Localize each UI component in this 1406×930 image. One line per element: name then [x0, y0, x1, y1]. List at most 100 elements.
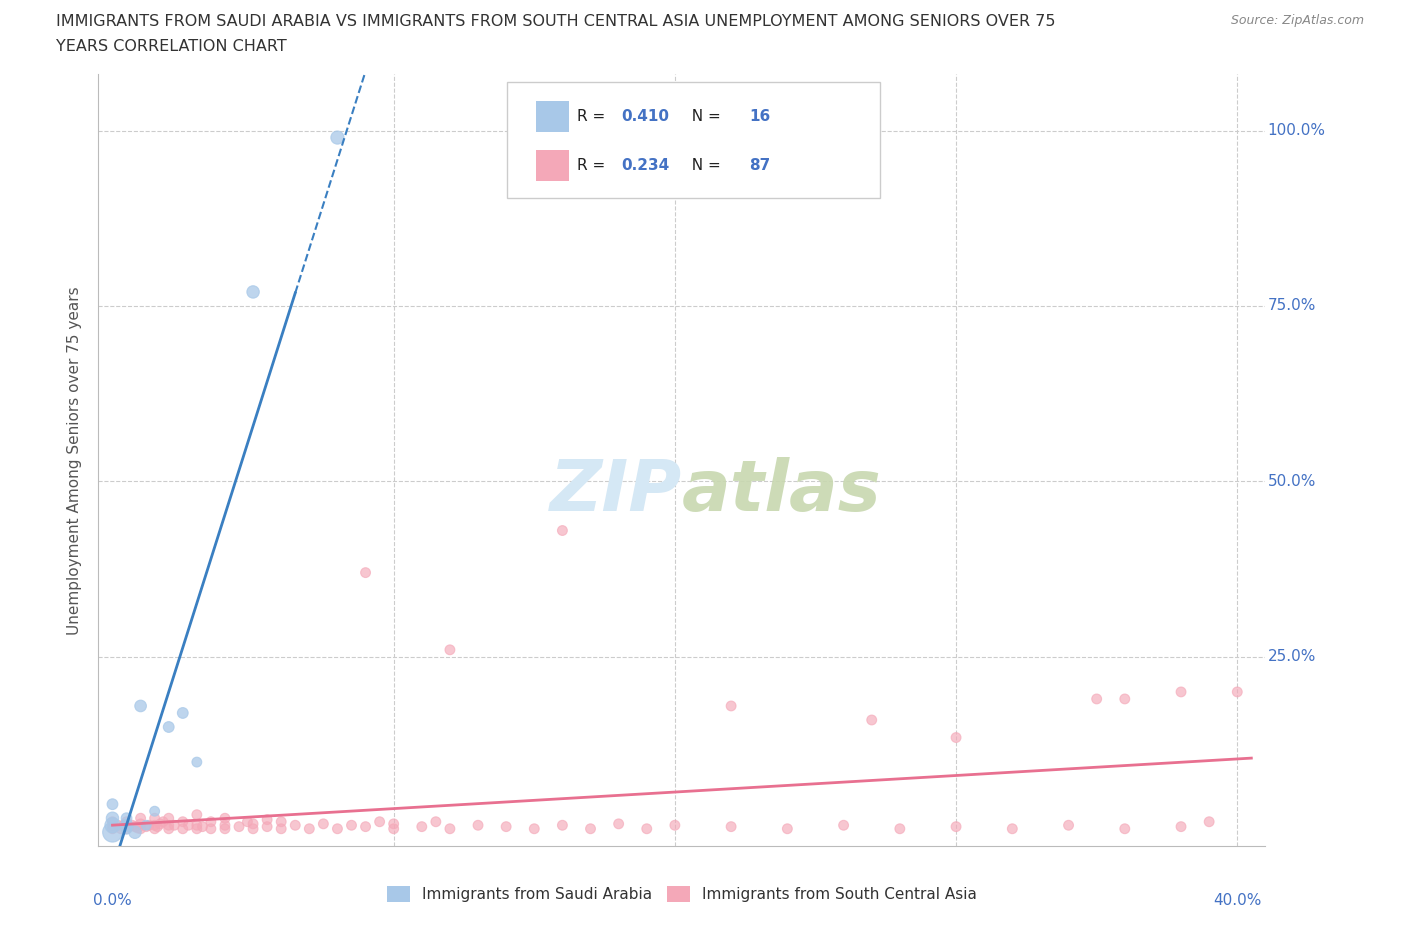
Point — [186, 821, 208, 836]
Point — [228, 819, 250, 834]
Point — [1057, 817, 1080, 832]
Point — [110, 821, 132, 836]
Text: 50.0%: 50.0% — [1268, 474, 1316, 489]
Point — [129, 817, 152, 831]
Point — [354, 819, 377, 834]
Text: R =: R = — [576, 110, 610, 125]
Point — [152, 815, 174, 830]
Point — [270, 821, 292, 836]
Point — [127, 820, 149, 835]
Point — [191, 819, 214, 834]
Point — [1001, 821, 1024, 836]
Point — [860, 712, 883, 727]
Point — [172, 706, 194, 721]
Point — [143, 811, 166, 826]
Point — [101, 817, 124, 832]
Point — [467, 817, 489, 832]
Point — [720, 819, 742, 834]
Text: Source: ZipAtlas.com: Source: ZipAtlas.com — [1230, 14, 1364, 27]
Point — [1085, 692, 1108, 707]
Point — [157, 720, 180, 735]
Point — [832, 817, 855, 832]
Point — [1170, 819, 1192, 834]
Text: N =: N = — [682, 158, 725, 173]
Point — [945, 819, 967, 834]
Point — [776, 821, 799, 836]
Text: N =: N = — [682, 110, 725, 125]
Point — [186, 807, 208, 822]
Point — [146, 819, 169, 834]
Point — [551, 817, 574, 832]
Point — [101, 797, 124, 812]
Point — [115, 815, 138, 830]
Point — [157, 811, 180, 826]
Point — [720, 698, 742, 713]
Text: 75.0%: 75.0% — [1268, 299, 1316, 313]
Point — [270, 815, 292, 830]
Point — [551, 523, 574, 538]
Text: IMMIGRANTS FROM SAUDI ARABIA VS IMMIGRANTS FROM SOUTH CENTRAL ASIA UNEMPLOYMENT : IMMIGRANTS FROM SAUDI ARABIA VS IMMIGRAN… — [56, 14, 1056, 29]
Point — [326, 130, 349, 145]
Point — [382, 817, 405, 831]
Text: 0.410: 0.410 — [621, 110, 669, 125]
Point — [354, 565, 377, 580]
Point — [242, 821, 264, 836]
Point — [135, 819, 157, 834]
Text: 16: 16 — [749, 110, 770, 125]
Point — [664, 817, 686, 832]
Text: R =: R = — [576, 158, 610, 173]
Point — [129, 821, 152, 836]
Text: 0.0%: 0.0% — [93, 893, 132, 908]
Point — [298, 821, 321, 836]
Point — [1114, 821, 1136, 836]
Point — [579, 821, 602, 836]
Point — [214, 811, 236, 826]
Point — [214, 821, 236, 836]
Point — [115, 821, 138, 836]
Point — [101, 815, 124, 830]
Point — [200, 821, 222, 836]
Point — [1226, 684, 1249, 699]
Point — [149, 817, 172, 831]
Point — [945, 730, 967, 745]
Point — [177, 817, 200, 832]
Point — [368, 815, 391, 830]
Point — [186, 817, 208, 832]
Point — [138, 817, 160, 832]
FancyBboxPatch shape — [508, 82, 880, 198]
Text: 25.0%: 25.0% — [1268, 649, 1316, 664]
Text: atlas: atlas — [682, 457, 882, 525]
Point — [439, 643, 461, 658]
Point — [256, 819, 278, 834]
Point — [326, 821, 349, 836]
Point — [1198, 815, 1220, 830]
Point — [636, 821, 658, 836]
Text: 100.0%: 100.0% — [1268, 123, 1326, 138]
Point — [118, 819, 141, 834]
Point — [112, 817, 135, 832]
Point — [101, 825, 124, 840]
Point — [143, 817, 166, 832]
Point — [129, 698, 152, 713]
Point — [1170, 684, 1192, 699]
Legend: Immigrants from Saudi Arabia, Immigrants from South Central Asia: Immigrants from Saudi Arabia, Immigrants… — [381, 880, 983, 908]
Point — [115, 817, 138, 832]
Text: 0.234: 0.234 — [621, 158, 669, 173]
Point — [143, 804, 166, 818]
Point — [256, 812, 278, 827]
Point — [607, 817, 630, 831]
Text: ZIP: ZIP — [550, 457, 682, 525]
Point — [889, 821, 911, 836]
Point — [124, 825, 146, 840]
Point — [1114, 692, 1136, 707]
Point — [143, 821, 166, 836]
Text: 40.0%: 40.0% — [1213, 893, 1261, 908]
Point — [121, 817, 143, 832]
Point — [425, 815, 447, 830]
Point — [284, 817, 307, 832]
Point — [242, 817, 264, 831]
Point — [115, 821, 138, 836]
Point — [101, 817, 124, 832]
Point — [157, 817, 180, 832]
Point — [242, 285, 264, 299]
